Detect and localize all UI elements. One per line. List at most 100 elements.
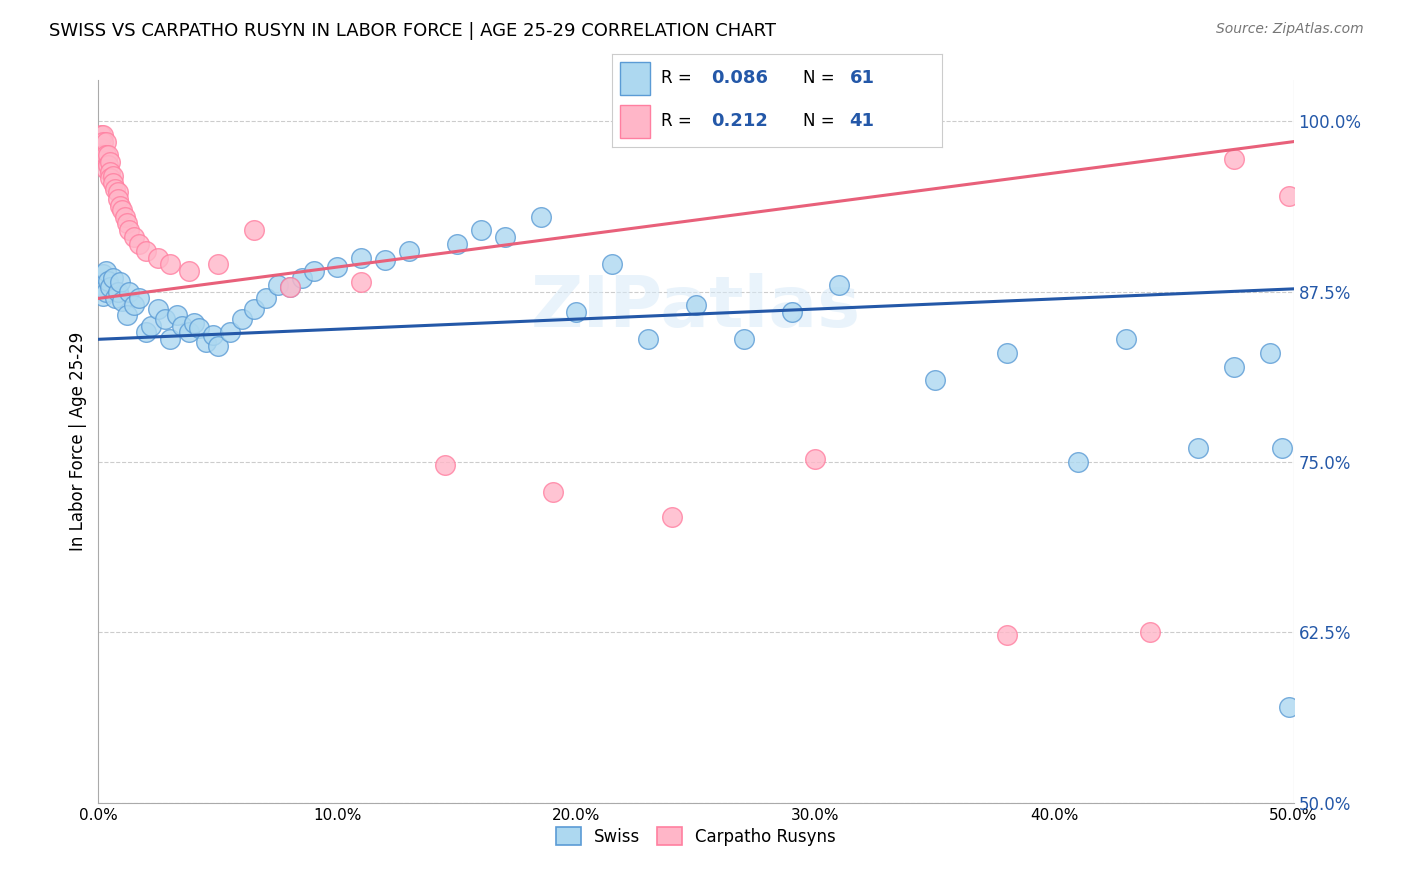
- Point: [118, 285, 141, 299]
- Point: [995, 628, 1018, 642]
- Legend: Swiss, Carpatho Rusyns: Swiss, Carpatho Rusyns: [550, 821, 842, 852]
- Point: [326, 260, 349, 274]
- Text: ZIPatlas: ZIPatlas: [531, 273, 860, 343]
- Text: 0.086: 0.086: [710, 70, 768, 87]
- Point: [111, 294, 134, 309]
- Point: [1067, 455, 1090, 469]
- Point: [98, 155, 122, 169]
- Point: [1223, 153, 1246, 167]
- Point: [91, 135, 114, 149]
- Point: [1115, 332, 1137, 346]
- Point: [780, 305, 803, 319]
- Point: [135, 326, 157, 340]
- Point: [828, 277, 851, 292]
- Point: [267, 277, 290, 292]
- Point: [94, 135, 117, 149]
- Point: [108, 199, 131, 213]
- Point: [494, 230, 516, 244]
- Point: [302, 264, 325, 278]
- Point: [804, 452, 827, 467]
- Point: [1278, 700, 1301, 714]
- Point: [97, 148, 120, 162]
- Point: [90, 128, 112, 142]
- Point: [278, 280, 301, 294]
- Text: 41: 41: [849, 112, 875, 130]
- Point: [434, 458, 457, 472]
- Point: [107, 192, 129, 206]
- Point: [995, 346, 1018, 360]
- Point: [1278, 189, 1301, 203]
- Point: [98, 164, 122, 178]
- Point: [541, 485, 564, 500]
- Point: [166, 308, 188, 322]
- Point: [661, 509, 683, 524]
- Point: [101, 169, 124, 183]
- Point: [446, 236, 468, 251]
- Point: [104, 292, 127, 306]
- Point: [159, 332, 181, 346]
- Point: [148, 302, 170, 317]
- Point: [94, 285, 117, 299]
- Point: [243, 223, 266, 237]
- Point: [98, 280, 122, 294]
- Point: [565, 305, 588, 319]
- Point: [98, 171, 122, 186]
- Point: [207, 257, 229, 271]
- Point: [91, 288, 114, 302]
- Text: R =: R =: [661, 70, 697, 87]
- Point: [924, 373, 946, 387]
- Point: [179, 264, 201, 278]
- Point: [350, 275, 373, 289]
- Point: [470, 223, 492, 237]
- Point: [374, 253, 396, 268]
- Point: [187, 321, 209, 335]
- Point: [254, 292, 277, 306]
- Text: 61: 61: [849, 70, 875, 87]
- Point: [94, 161, 117, 176]
- Text: N =: N =: [803, 70, 841, 87]
- Point: [115, 216, 138, 230]
- Point: [183, 316, 205, 330]
- Text: 0.212: 0.212: [710, 112, 768, 130]
- FancyBboxPatch shape: [620, 105, 650, 138]
- Point: [278, 280, 301, 294]
- Text: N =: N =: [803, 112, 841, 130]
- Point: [104, 182, 127, 196]
- Point: [118, 223, 141, 237]
- Point: [155, 311, 177, 326]
- Text: Source: ZipAtlas.com: Source: ZipAtlas.com: [1216, 22, 1364, 37]
- Point: [179, 326, 201, 340]
- Point: [97, 274, 120, 288]
- Point: [530, 210, 553, 224]
- FancyBboxPatch shape: [620, 62, 650, 95]
- Point: [91, 128, 114, 142]
- Point: [207, 339, 229, 353]
- Point: [202, 328, 225, 343]
- Point: [135, 244, 157, 258]
- Point: [90, 141, 112, 155]
- Point: [1139, 625, 1161, 640]
- Text: SWISS VS CARPATHO RUSYN IN LABOR FORCE | AGE 25-29 CORRELATION CHART: SWISS VS CARPATHO RUSYN IN LABOR FORCE |…: [49, 22, 776, 40]
- Point: [159, 257, 181, 271]
- Point: [231, 311, 253, 326]
- Point: [91, 267, 114, 281]
- Point: [172, 318, 194, 333]
- Point: [108, 275, 131, 289]
- Point: [90, 277, 112, 292]
- Point: [124, 298, 146, 312]
- Point: [1187, 442, 1209, 456]
- Point: [115, 308, 138, 322]
- Point: [128, 236, 150, 251]
- Point: [291, 271, 314, 285]
- Point: [111, 202, 134, 217]
- Point: [602, 257, 624, 271]
- Point: [128, 292, 150, 306]
- Point: [1223, 359, 1246, 374]
- Point: [195, 334, 218, 349]
- Point: [637, 332, 659, 346]
- Point: [91, 148, 114, 162]
- Point: [243, 302, 266, 317]
- Point: [94, 148, 117, 162]
- Text: R =: R =: [661, 112, 697, 130]
- Point: [398, 244, 420, 258]
